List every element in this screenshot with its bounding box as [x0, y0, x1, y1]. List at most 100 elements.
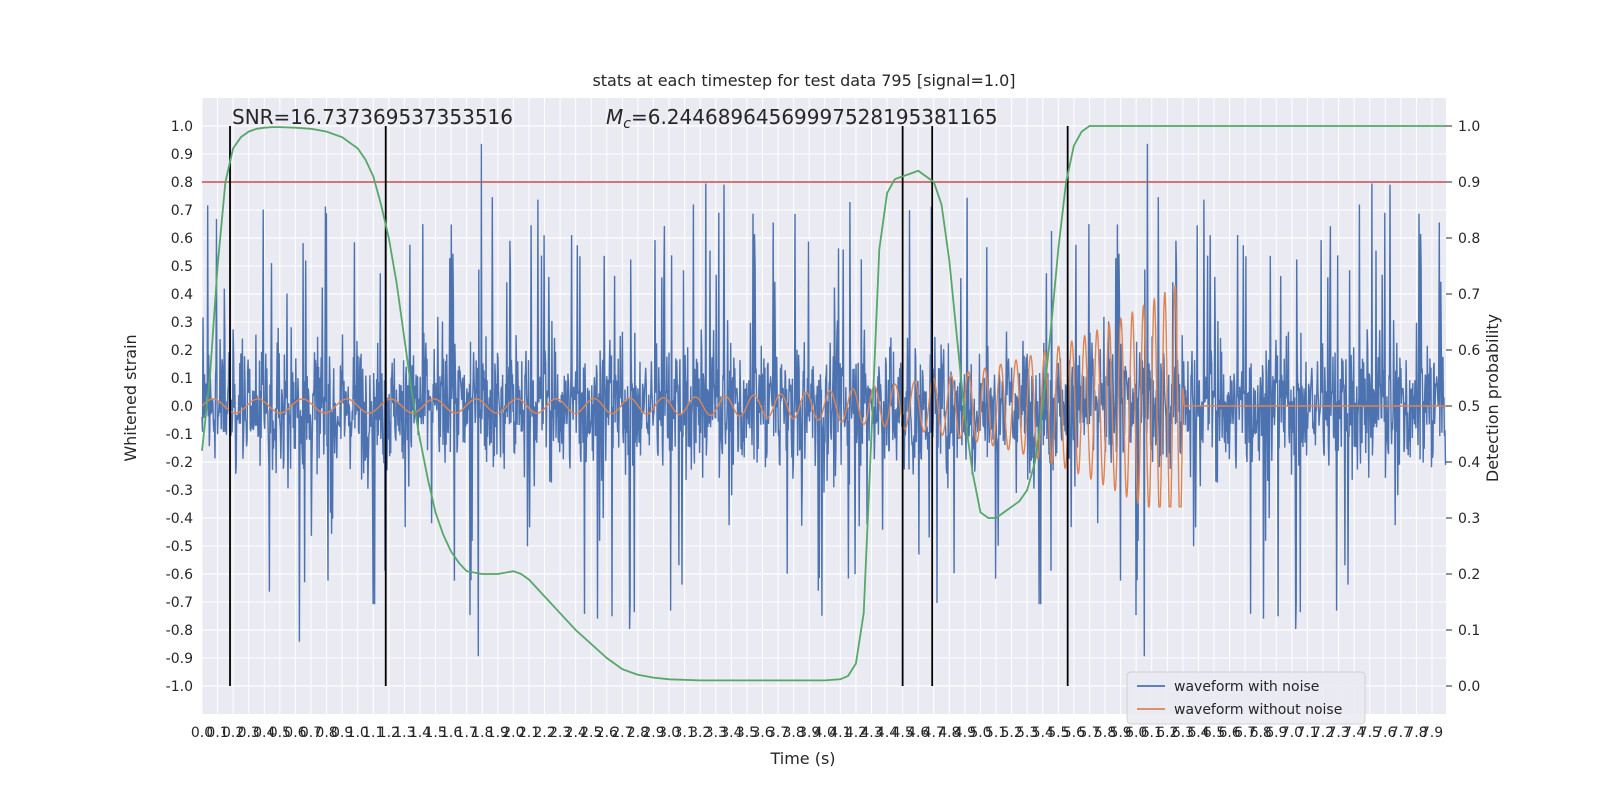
- x-tick-label: 5.0: [969, 725, 991, 741]
- x-tick-label: 0.1: [206, 725, 228, 741]
- legend-box: [1126, 671, 1366, 725]
- x-tick-label: 3.9: [798, 725, 820, 741]
- x-tick-label: 6.5: [1203, 725, 1225, 741]
- y2-tick-label: 0.3: [1458, 511, 1480, 527]
- y2-tick-label: 0.6: [1458, 343, 1480, 359]
- x-tick-label: 4.1: [829, 725, 851, 741]
- snr-annotation: SNR=16.737369537353516: [232, 105, 513, 129]
- x-tick-label: 6.4: [1187, 725, 1209, 741]
- y-tick-label: -1.0: [166, 679, 193, 695]
- x-tick-label: 5.6: [1063, 725, 1085, 741]
- y-tick-label: 0.9: [171, 147, 193, 163]
- y-tick-label: 0.4: [171, 287, 193, 303]
- x-tick-label: 7.7: [1390, 725, 1412, 741]
- chirp-mass-annotation: Mc=6.24468964569997528195381165: [606, 105, 998, 132]
- x-tick-label: 1.1: [362, 725, 384, 741]
- x-axis-ticks: 0.00.10.20.30.40.50.60.70.80.91.01.11.21…: [191, 725, 1443, 741]
- y2-tick-label: 0.4: [1458, 455, 1480, 471]
- y-axis-label: Whitened strain: [121, 334, 140, 461]
- y2-tick-label: 0.5: [1458, 399, 1480, 415]
- x-tick-label: 2.2: [533, 725, 555, 741]
- chart-title: stats at each timestep for test data 795…: [592, 71, 1015, 90]
- x-tick-label: 4.3: [860, 725, 882, 741]
- x-tick-label: 2.7: [611, 725, 633, 741]
- chirp-mass-subscript: c: [623, 116, 631, 132]
- x-tick-label: 1.4: [409, 725, 431, 741]
- x-tick-label: 7.6: [1374, 725, 1396, 741]
- y-tick-label: -0.5: [166, 539, 193, 555]
- x-tick-label: 0.7: [300, 725, 322, 741]
- x-tick-label: 0.8: [315, 725, 337, 741]
- x-tick-label: 5.9: [1109, 725, 1131, 741]
- x-tick-label: 0.2: [222, 725, 244, 741]
- x-tick-label: 1.0: [347, 725, 369, 741]
- x-tick-label: 3.2: [689, 725, 711, 741]
- x-tick-label: 3.0: [658, 725, 680, 741]
- x-tick-label: 1.6: [440, 725, 462, 741]
- y-tick-label: 1.0: [171, 119, 193, 135]
- x-tick-label: 1.7: [456, 725, 478, 741]
- x-tick-label: 4.8: [938, 725, 960, 741]
- x-tick-label: 7.3: [1327, 725, 1349, 741]
- x-tick-label: 3.5: [736, 725, 758, 741]
- x-tick-label: 3.7: [767, 725, 789, 741]
- x-tick-label: 6.7: [1234, 725, 1256, 741]
- x-tick-label: 4.5: [891, 725, 913, 741]
- clean-waveform-line: [201, 285, 1446, 508]
- x-tick-label: 1.9: [487, 725, 509, 741]
- x-tick-label: 2.5: [580, 725, 602, 741]
- x-tick-label: 0.9: [331, 725, 353, 741]
- x-tick-label: 7.1: [1296, 725, 1318, 741]
- y-tick-label: 0.0: [171, 399, 193, 415]
- waveform-with-noise-series: [201, 143, 1447, 657]
- x-tick-label: 0.0: [191, 725, 213, 741]
- x-tick-label: 3.4: [720, 725, 742, 741]
- x-tick-label: 4.2: [845, 725, 867, 741]
- detection-probability-series: [201, 125, 1446, 682]
- legend-label-clean: waveform without noise: [1174, 702, 1342, 718]
- x-tick-label: 2.1: [518, 725, 540, 741]
- y-tick-label: -0.1: [166, 427, 193, 443]
- x-tick-label: 5.8: [1094, 725, 1116, 741]
- chirp-mass-symbol: M: [606, 105, 623, 129]
- x-tick-label: 5.3: [1016, 725, 1038, 741]
- y2-tick-label: 0.1: [1458, 623, 1480, 639]
- y-tick-label: 0.6: [171, 231, 193, 247]
- x-tick-label: 2.3: [549, 725, 571, 741]
- x-tick-label: 0.5: [269, 725, 291, 741]
- x-tick-label: 2.8: [627, 725, 649, 741]
- x-tick-label: 6.8: [1250, 725, 1272, 741]
- y-tick-label: 0.2: [171, 343, 193, 359]
- x-tick-label: 6.6: [1218, 725, 1240, 741]
- y-tick-label: -0.6: [166, 567, 193, 583]
- x-tick-label: 4.0: [814, 725, 836, 741]
- x-tick-label: 7.8: [1405, 725, 1427, 741]
- x-tick-label: 6.0: [1125, 725, 1147, 741]
- x-tick-label: 5.1: [985, 725, 1007, 741]
- x-tick-label: 4.4: [876, 725, 898, 741]
- x-tick-label: 0.3: [238, 725, 260, 741]
- x-tick-label: 3.1: [674, 725, 696, 741]
- x-tick-label: 5.7: [1078, 725, 1100, 741]
- x-tick-label: 6.3: [1172, 725, 1194, 741]
- x-tick-label: 3.8: [783, 725, 805, 741]
- x-tick-label: 7.5: [1359, 725, 1381, 741]
- y2-tick-label: 1.0: [1458, 119, 1480, 135]
- x-tick-label: 2.6: [596, 725, 618, 741]
- chirp-mass-value: =6.24468964569997528195381165: [631, 105, 998, 129]
- x-tick-label: 1.5: [424, 725, 446, 741]
- y2-tick-label: 0.0: [1458, 679, 1480, 695]
- y-tick-label: -0.7: [166, 595, 193, 611]
- x-tick-label: 6.9: [1265, 725, 1287, 741]
- x-tick-label: 6.1: [1141, 725, 1163, 741]
- x-tick-label: 0.6: [284, 725, 306, 741]
- x-tick-label: 2.4: [565, 725, 587, 741]
- waveform-without-noise-series: [201, 285, 1446, 508]
- y2-tick-label: 0.9: [1458, 175, 1480, 191]
- x-tick-label: 4.9: [954, 725, 976, 741]
- x-tick-label: 6.2: [1156, 725, 1178, 741]
- vertical-markers: [229, 126, 1069, 686]
- x-tick-label: 5.4: [1032, 725, 1054, 741]
- right-y-axis-ticks: 1.0 0.9 0.8 0.7 0.6 0.5 0.4 0.3 0.2 0.1 0.0: [1446, 119, 1480, 695]
- x-tick-label: 2.9: [642, 725, 664, 741]
